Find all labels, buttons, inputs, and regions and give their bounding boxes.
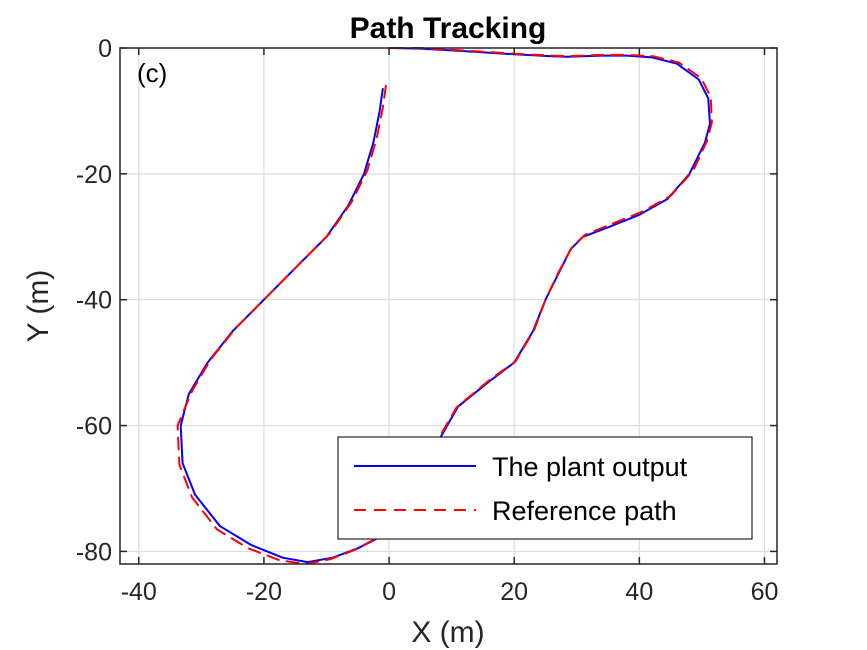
legend: The plant output Reference path [337, 436, 753, 540]
x-axis-label: X (m) [411, 616, 484, 649]
x-tick-label: 20 [500, 578, 528, 606]
x-tick-label: 40 [625, 578, 653, 606]
y-tick-label: -80 [76, 538, 112, 566]
y-tick-label: -40 [76, 287, 112, 315]
series-line-reference-path [176, 47, 713, 565]
x-tick-label: 0 [382, 578, 396, 606]
y-tick-label: 0 [98, 35, 112, 63]
x-tick-label: -20 [246, 578, 282, 606]
axes-frame [119, 47, 778, 565]
legend-label-reference-path: Reference path [492, 496, 677, 526]
y-tick-label: -20 [76, 161, 112, 189]
legend-label-plant-output: The plant output [492, 452, 688, 482]
y-axis-label: Y (m) [22, 270, 55, 343]
data-series [176, 47, 713, 565]
axis-ticks: -40 -20 0 20 40 60 0 -20 -40 -60 -80 [76, 35, 779, 606]
legend-box [337, 436, 753, 540]
y-tick-label: -60 [76, 413, 112, 441]
x-tick-label: 60 [751, 578, 779, 606]
x-tick-label: -40 [121, 578, 157, 606]
chart-title: Path Tracking [350, 12, 547, 45]
panel-annotation: (c) [137, 58, 167, 88]
